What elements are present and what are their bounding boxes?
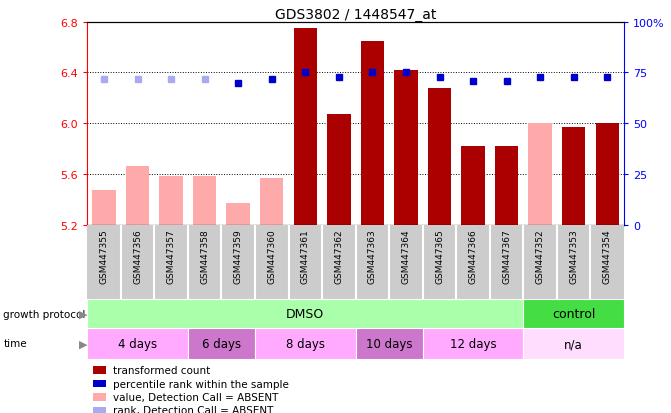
Bar bbox=[394, 71, 417, 225]
Text: GSM447359: GSM447359 bbox=[234, 229, 243, 283]
Bar bbox=[523, 299, 624, 328]
Bar bbox=[327, 115, 350, 225]
Text: 8 days: 8 days bbox=[286, 337, 325, 350]
Bar bbox=[423, 328, 523, 359]
Text: GSM447354: GSM447354 bbox=[603, 229, 612, 283]
Bar bbox=[226, 204, 250, 225]
Text: GSM447360: GSM447360 bbox=[267, 229, 276, 283]
Text: control: control bbox=[552, 307, 595, 320]
Bar bbox=[188, 328, 255, 359]
Text: GSM447362: GSM447362 bbox=[334, 229, 344, 283]
Bar bbox=[495, 147, 518, 225]
Text: GSM447363: GSM447363 bbox=[368, 229, 377, 283]
Bar bbox=[356, 328, 423, 359]
Text: 12 days: 12 days bbox=[450, 337, 497, 350]
Bar bbox=[361, 42, 384, 225]
Text: 10 days: 10 days bbox=[366, 337, 413, 350]
Text: GSM447353: GSM447353 bbox=[569, 229, 578, 283]
Text: GSM447364: GSM447364 bbox=[401, 229, 411, 283]
Text: GSM447358: GSM447358 bbox=[200, 229, 209, 283]
Text: rank, Detection Call = ABSENT: rank, Detection Call = ABSENT bbox=[113, 406, 273, 413]
Bar bbox=[294, 29, 317, 225]
Text: GSM447352: GSM447352 bbox=[535, 229, 545, 283]
Bar bbox=[93, 380, 106, 387]
Bar bbox=[562, 128, 585, 225]
Text: GSM447365: GSM447365 bbox=[435, 229, 444, 283]
Text: ▶: ▶ bbox=[79, 309, 88, 319]
Bar bbox=[193, 177, 216, 225]
Bar bbox=[255, 328, 356, 359]
Bar bbox=[462, 147, 484, 225]
Text: GSM447357: GSM447357 bbox=[166, 229, 176, 283]
Bar bbox=[93, 191, 116, 225]
Text: GSM447355: GSM447355 bbox=[99, 229, 109, 283]
Bar bbox=[87, 328, 188, 359]
Text: percentile rank within the sample: percentile rank within the sample bbox=[113, 379, 289, 389]
Text: GSM447356: GSM447356 bbox=[133, 229, 142, 283]
Text: GSM447366: GSM447366 bbox=[468, 229, 478, 283]
Bar bbox=[428, 88, 451, 225]
Text: GSM447367: GSM447367 bbox=[502, 229, 511, 283]
Text: ▶: ▶ bbox=[79, 339, 88, 349]
Text: 4 days: 4 days bbox=[118, 337, 157, 350]
Text: value, Detection Call = ABSENT: value, Detection Call = ABSENT bbox=[113, 392, 278, 402]
Text: DMSO: DMSO bbox=[286, 307, 325, 320]
Bar bbox=[126, 167, 150, 225]
Bar bbox=[93, 393, 106, 401]
Bar bbox=[87, 299, 523, 328]
Bar bbox=[159, 177, 183, 225]
Bar bbox=[523, 328, 624, 359]
Bar bbox=[596, 124, 619, 225]
Text: GSM447361: GSM447361 bbox=[301, 229, 310, 283]
Bar bbox=[260, 178, 283, 225]
Text: growth protocol: growth protocol bbox=[3, 309, 86, 319]
Text: 6 days: 6 days bbox=[202, 337, 241, 350]
Text: time: time bbox=[3, 339, 27, 349]
Bar bbox=[93, 407, 106, 413]
Bar bbox=[93, 367, 106, 374]
Title: GDS3802 / 1448547_at: GDS3802 / 1448547_at bbox=[275, 8, 436, 22]
Bar bbox=[528, 124, 552, 225]
Text: n/a: n/a bbox=[564, 337, 583, 350]
Text: transformed count: transformed count bbox=[113, 365, 210, 375]
